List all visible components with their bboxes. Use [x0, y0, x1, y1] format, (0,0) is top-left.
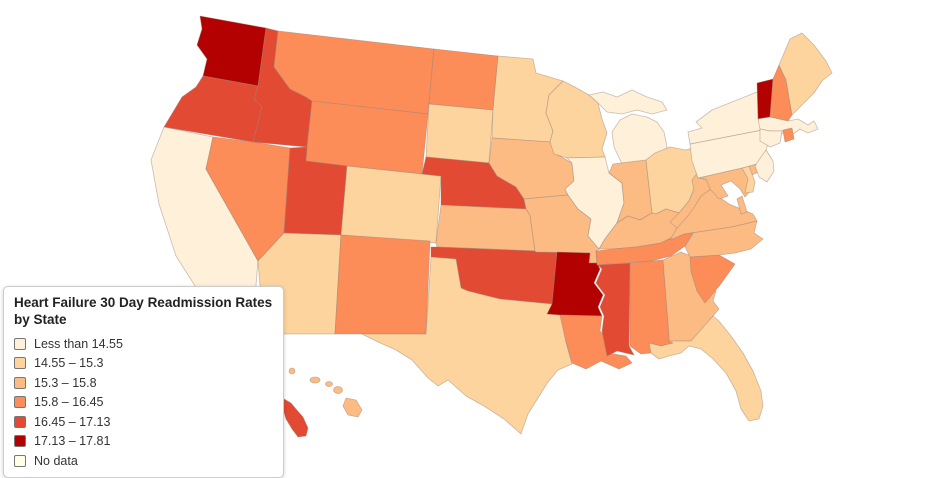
- legend-item-no-data: No data: [14, 451, 273, 471]
- legend-label-3: 15.8 – 16.45: [34, 395, 104, 410]
- legend-label-0: Less than 14.55: [34, 336, 123, 351]
- state-mississippi[interactable]: [595, 262, 635, 357]
- legend-item-less-than-14-55: Less than 14.55: [14, 334, 273, 354]
- state-hawaii-island-1[interactable]: [288, 367, 296, 375]
- state-new-jersey[interactable]: [754, 149, 775, 183]
- state-alaska[interactable]: [282, 398, 309, 438]
- legend-swatch-2: [14, 376, 26, 389]
- legend-swatch-6: [14, 454, 26, 467]
- state-wisconsin[interactable]: [545, 80, 608, 159]
- legend-title-line-2: by State: [14, 312, 67, 327]
- state-texas[interactable]: [361, 256, 573, 435]
- state-hawaii[interactable]: [288, 367, 363, 418]
- legend-label-4: 16.45 – 17.13: [34, 414, 111, 429]
- state-florida[interactable]: [648, 315, 764, 422]
- state-new-mexico[interactable]: [334, 234, 431, 335]
- legend-swatch-5: [14, 435, 26, 448]
- state-hawaii-big-island[interactable]: [342, 397, 363, 418]
- legend-item-14-55-15-3: 14.55 – 15.3: [14, 354, 273, 374]
- state-arkansas[interactable]: [546, 251, 604, 317]
- legend-swatch-3: [14, 396, 26, 409]
- legend-label-6: No data: [34, 453, 78, 468]
- state-connecticut[interactable]: [759, 128, 783, 148]
- state-hawaii-island-4[interactable]: [333, 386, 343, 394]
- legend-swatch-1: [14, 357, 26, 370]
- state-michigan-upper-peninsula[interactable]: [588, 89, 668, 115]
- state-virginia-eastern-shore[interactable]: [736, 195, 748, 215]
- legend-label-5: 17.13 – 17.81: [34, 434, 111, 449]
- state-kansas[interactable]: [435, 204, 536, 252]
- state-colorado[interactable]: [340, 165, 442, 244]
- state-hawaii-island-3[interactable]: [325, 381, 333, 387]
- state-michigan[interactable]: [588, 89, 668, 167]
- legend-item-15-8-16-45: 15.8 – 16.45: [14, 393, 273, 413]
- legend-label-2: 15.3 – 15.8: [34, 375, 97, 390]
- state-washington[interactable]: [196, 15, 267, 87]
- state-maine[interactable]: [778, 32, 833, 116]
- state-south-dakota[interactable]: [425, 103, 494, 164]
- legend-label-1: 14.55 – 15.3: [34, 356, 104, 371]
- state-north-dakota[interactable]: [428, 48, 499, 111]
- legend-title: Heart Failure 30 Day Readmission Rates b…: [14, 294, 273, 328]
- legend-swatch-0: [14, 337, 26, 350]
- state-hawaii-island-2[interactable]: [309, 376, 321, 384]
- legend-item-15-3-15-8: 15.3 – 15.8: [14, 373, 273, 393]
- map-legend: Heart Failure 30 Day Readmission Rates b…: [3, 286, 284, 478]
- state-south-carolina[interactable]: [689, 254, 736, 304]
- legend-swatch-4: [14, 415, 26, 428]
- legend-item-17-13-17-81: 17.13 – 17.81: [14, 432, 273, 452]
- state-rhode-island[interactable]: [782, 127, 795, 143]
- state-louisiana[interactable]: [559, 314, 633, 370]
- legend-title-line-1: Heart Failure 30 Day Readmission Rates: [14, 295, 273, 310]
- legend-item-16-45-17-13: 16.45 – 17.13: [14, 412, 273, 432]
- legend-items: Less than 14.55 14.55 – 15.3 15.3 – 15.8…: [14, 334, 273, 471]
